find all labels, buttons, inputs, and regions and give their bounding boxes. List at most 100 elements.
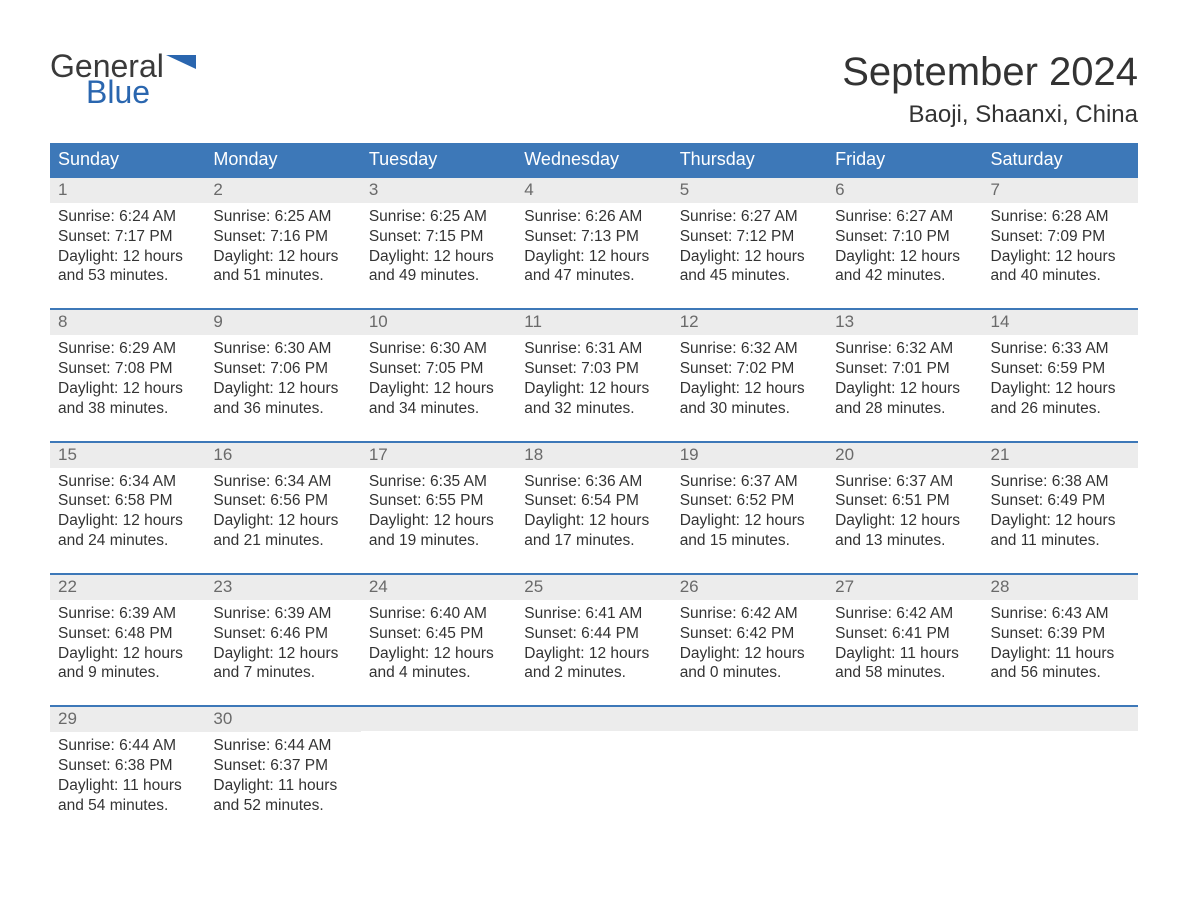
daylight-line-2: and 2 minutes.	[524, 663, 663, 683]
daylight-line-2: and 45 minutes.	[680, 266, 819, 286]
sunrise-line: Sunrise: 6:25 AM	[369, 207, 508, 227]
sunrise-line: Sunrise: 6:31 AM	[524, 339, 663, 359]
daylight-line-2: and 11 minutes.	[991, 531, 1130, 551]
month-title: September 2024	[842, 50, 1138, 95]
day-cell	[361, 707, 516, 819]
day-details: Sunrise: 6:30 AMSunset: 7:06 PMDaylight:…	[205, 335, 360, 422]
sunrise-line: Sunrise: 6:29 AM	[58, 339, 197, 359]
day-cell: 7Sunrise: 6:28 AMSunset: 7:09 PMDaylight…	[983, 178, 1138, 290]
sunset-line: Sunset: 6:41 PM	[835, 624, 974, 644]
daylight-line-2: and 15 minutes.	[680, 531, 819, 551]
sunrise-line: Sunrise: 6:25 AM	[213, 207, 352, 227]
sunset-line: Sunset: 6:42 PM	[680, 624, 819, 644]
sunset-line: Sunset: 6:48 PM	[58, 624, 197, 644]
day-cell: 8Sunrise: 6:29 AMSunset: 7:08 PMDaylight…	[50, 310, 205, 422]
day-cell: 16Sunrise: 6:34 AMSunset: 6:56 PMDayligh…	[205, 443, 360, 555]
day-details: Sunrise: 6:39 AMSunset: 6:48 PMDaylight:…	[50, 600, 205, 687]
daylight-line-1: Daylight: 12 hours	[369, 511, 508, 531]
day-details: Sunrise: 6:42 AMSunset: 6:42 PMDaylight:…	[672, 600, 827, 687]
sunrise-line: Sunrise: 6:32 AM	[835, 339, 974, 359]
day-cell: 30Sunrise: 6:44 AMSunset: 6:37 PMDayligh…	[205, 707, 360, 819]
daylight-line-2: and 51 minutes.	[213, 266, 352, 286]
daylight-line-1: Daylight: 12 hours	[991, 379, 1130, 399]
daylight-line-1: Daylight: 12 hours	[680, 247, 819, 267]
day-header-sun: Sunday	[50, 143, 205, 176]
day-details: Sunrise: 6:41 AMSunset: 6:44 PMDaylight:…	[516, 600, 671, 687]
sunset-line: Sunset: 7:09 PM	[991, 227, 1130, 247]
sunrise-line: Sunrise: 6:39 AM	[58, 604, 197, 624]
day-cell: 22Sunrise: 6:39 AMSunset: 6:48 PMDayligh…	[50, 575, 205, 687]
sunset-line: Sunset: 6:45 PM	[369, 624, 508, 644]
day-details: Sunrise: 6:37 AMSunset: 6:51 PMDaylight:…	[827, 468, 982, 555]
day-number: 5	[672, 178, 827, 203]
day-cell: 4Sunrise: 6:26 AMSunset: 7:13 PMDaylight…	[516, 178, 671, 290]
day-number: 25	[516, 575, 671, 600]
day-details: Sunrise: 6:37 AMSunset: 6:52 PMDaylight:…	[672, 468, 827, 555]
day-cell: 15Sunrise: 6:34 AMSunset: 6:58 PMDayligh…	[50, 443, 205, 555]
day-cell: 2Sunrise: 6:25 AMSunset: 7:16 PMDaylight…	[205, 178, 360, 290]
sunset-line: Sunset: 7:16 PM	[213, 227, 352, 247]
daylight-line-1: Daylight: 12 hours	[213, 644, 352, 664]
sunset-line: Sunset: 6:51 PM	[835, 491, 974, 511]
daylight-line-2: and 13 minutes.	[835, 531, 974, 551]
day-number: 11	[516, 310, 671, 335]
daylight-line-2: and 49 minutes.	[369, 266, 508, 286]
sunrise-line: Sunrise: 6:39 AM	[213, 604, 352, 624]
sunrise-line: Sunrise: 6:43 AM	[991, 604, 1130, 624]
daylight-line-2: and 53 minutes.	[58, 266, 197, 286]
sunrise-line: Sunrise: 6:26 AM	[524, 207, 663, 227]
day-details: Sunrise: 6:39 AMSunset: 6:46 PMDaylight:…	[205, 600, 360, 687]
day-details: Sunrise: 6:24 AMSunset: 7:17 PMDaylight:…	[50, 203, 205, 290]
sunrise-line: Sunrise: 6:34 AM	[213, 472, 352, 492]
day-cell: 11Sunrise: 6:31 AMSunset: 7:03 PMDayligh…	[516, 310, 671, 422]
daylight-line-2: and 42 minutes.	[835, 266, 974, 286]
day-number	[672, 707, 827, 731]
sunrise-line: Sunrise: 6:40 AM	[369, 604, 508, 624]
day-cell: 14Sunrise: 6:33 AMSunset: 6:59 PMDayligh…	[983, 310, 1138, 422]
sunrise-line: Sunrise: 6:33 AM	[991, 339, 1130, 359]
day-number	[983, 707, 1138, 731]
sunset-line: Sunset: 6:52 PM	[680, 491, 819, 511]
daylight-line-1: Daylight: 12 hours	[524, 379, 663, 399]
daylight-line-1: Daylight: 12 hours	[680, 511, 819, 531]
day-number: 7	[983, 178, 1138, 203]
daylight-line-1: Daylight: 12 hours	[680, 644, 819, 664]
day-details: Sunrise: 6:25 AMSunset: 7:15 PMDaylight:…	[361, 203, 516, 290]
sunset-line: Sunset: 6:54 PM	[524, 491, 663, 511]
sunrise-line: Sunrise: 6:42 AM	[680, 604, 819, 624]
daylight-line-2: and 36 minutes.	[213, 399, 352, 419]
day-cell: 5Sunrise: 6:27 AMSunset: 7:12 PMDaylight…	[672, 178, 827, 290]
day-details: Sunrise: 6:32 AMSunset: 7:01 PMDaylight:…	[827, 335, 982, 422]
daylight-line-1: Daylight: 12 hours	[835, 247, 974, 267]
day-number: 19	[672, 443, 827, 468]
daylight-line-1: Daylight: 12 hours	[524, 247, 663, 267]
day-cell: 29Sunrise: 6:44 AMSunset: 6:38 PMDayligh…	[50, 707, 205, 819]
sunrise-line: Sunrise: 6:30 AM	[213, 339, 352, 359]
week-row: 29Sunrise: 6:44 AMSunset: 6:38 PMDayligh…	[50, 705, 1138, 819]
day-details: Sunrise: 6:36 AMSunset: 6:54 PMDaylight:…	[516, 468, 671, 555]
day-cell: 6Sunrise: 6:27 AMSunset: 7:10 PMDaylight…	[827, 178, 982, 290]
sunrise-line: Sunrise: 6:41 AM	[524, 604, 663, 624]
day-number: 10	[361, 310, 516, 335]
title-block: September 2024 Baoji, Shaanxi, China	[842, 50, 1138, 129]
daylight-line-1: Daylight: 11 hours	[58, 776, 197, 796]
day-cell: 9Sunrise: 6:30 AMSunset: 7:06 PMDaylight…	[205, 310, 360, 422]
day-number	[827, 707, 982, 731]
sunset-line: Sunset: 6:49 PM	[991, 491, 1130, 511]
daylight-line-1: Daylight: 12 hours	[524, 511, 663, 531]
day-details: Sunrise: 6:30 AMSunset: 7:05 PMDaylight:…	[361, 335, 516, 422]
day-number	[516, 707, 671, 731]
daylight-line-2: and 47 minutes.	[524, 266, 663, 286]
sunset-line: Sunset: 6:46 PM	[213, 624, 352, 644]
day-number: 23	[205, 575, 360, 600]
sunrise-line: Sunrise: 6:34 AM	[58, 472, 197, 492]
day-details: Sunrise: 6:27 AMSunset: 7:12 PMDaylight:…	[672, 203, 827, 290]
day-number: 26	[672, 575, 827, 600]
day-details: Sunrise: 6:27 AMSunset: 7:10 PMDaylight:…	[827, 203, 982, 290]
daylight-line-1: Daylight: 12 hours	[58, 511, 197, 531]
sunset-line: Sunset: 7:10 PM	[835, 227, 974, 247]
day-details: Sunrise: 6:43 AMSunset: 6:39 PMDaylight:…	[983, 600, 1138, 687]
day-number: 24	[361, 575, 516, 600]
day-details: Sunrise: 6:42 AMSunset: 6:41 PMDaylight:…	[827, 600, 982, 687]
day-number: 12	[672, 310, 827, 335]
